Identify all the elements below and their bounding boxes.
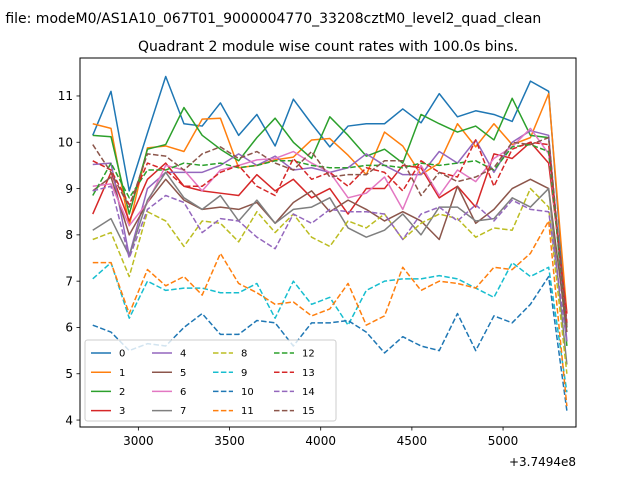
legend-label-4: 4 — [180, 349, 186, 360]
legend-label-0: 0 — [119, 349, 125, 360]
legend-label-15: 15 — [302, 406, 315, 417]
series-line-1 — [92, 92, 568, 314]
legend-label-7: 7 — [180, 406, 186, 417]
legend-label-6: 6 — [180, 387, 186, 398]
legend-label-3: 3 — [119, 406, 125, 417]
legend-label-5: 5 — [180, 368, 186, 379]
legend-label-1: 1 — [119, 368, 125, 379]
y-tick-label: 8 — [65, 228, 73, 242]
x-tick-label: 3000 — [123, 434, 154, 448]
series-line-15 — [92, 136, 568, 328]
x-tick-label: 5000 — [488, 434, 519, 448]
legend-label-13: 13 — [302, 368, 315, 379]
legend-label-14: 14 — [302, 387, 315, 398]
series-line-5 — [92, 176, 568, 333]
legend-box — [84, 339, 337, 422]
series-line-3 — [92, 141, 568, 314]
series-line-11 — [92, 220, 568, 407]
legend-label-9: 9 — [241, 368, 247, 379]
y-tick-label: 5 — [65, 367, 73, 381]
series-line-7 — [92, 171, 568, 365]
series-line-0 — [92, 75, 568, 328]
series-line-12 — [92, 143, 568, 328]
legend-label-11: 11 — [241, 406, 254, 417]
axes-frame — [79, 57, 577, 428]
y-tick-label: 6 — [65, 321, 73, 335]
series-line-8 — [92, 187, 568, 374]
y-tick-label: 4 — [65, 413, 73, 427]
y-tick-label: 7 — [65, 274, 73, 288]
x-tick-label: 3500 — [214, 434, 245, 448]
series-line-14 — [92, 185, 568, 342]
x-tick-label: 4500 — [397, 434, 428, 448]
legend-label-10: 10 — [241, 387, 254, 398]
legend-label-8: 8 — [241, 349, 247, 360]
y-tick-label: 11 — [58, 89, 73, 103]
legend-label-2: 2 — [119, 387, 125, 398]
series-line-9 — [92, 261, 568, 393]
y-tick-label: 10 — [58, 135, 73, 149]
x-axis-offset-label: +3.7494e8 — [509, 455, 576, 469]
chart-title: Quadrant 2 module wise count rates with … — [138, 39, 518, 55]
x-tick-label: 4000 — [305, 434, 336, 448]
y-tick-label: 9 — [65, 182, 73, 196]
legend-label-12: 12 — [302, 349, 315, 360]
series-line-4 — [92, 129, 568, 342]
figure-suptitle: n file: modeM0/AS1A10_067T01_9000004770_… — [0, 11, 541, 27]
series-line-2 — [92, 97, 568, 347]
plot-area — [92, 75, 568, 411]
